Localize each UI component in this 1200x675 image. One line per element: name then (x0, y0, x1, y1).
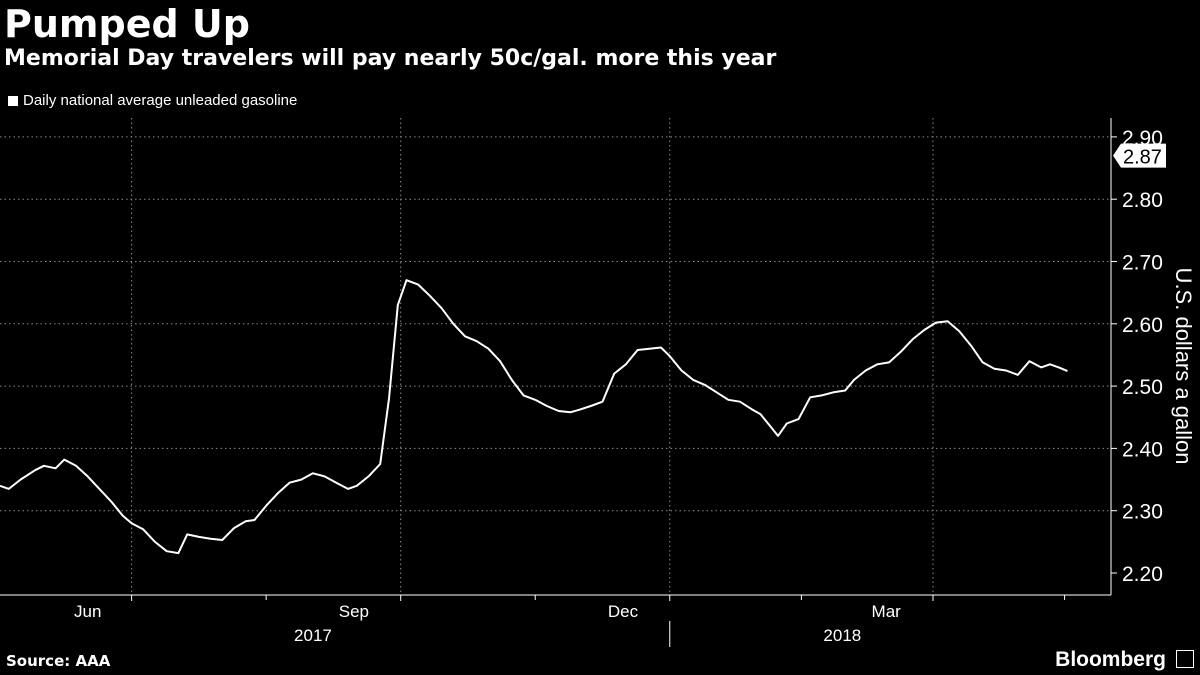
brand-icon (1176, 650, 1194, 668)
y-tick-label: 2.70 (1122, 252, 1163, 275)
x-tick-label: Mar (872, 602, 902, 621)
legend-swatch (8, 95, 18, 106)
y-tick-label: 2.40 (1122, 438, 1163, 461)
series-line (0, 279, 1068, 555)
y-tick-label: 2.20 (1122, 563, 1163, 586)
legend: Daily national average unleaded gasoline (8, 92, 297, 109)
x-year-label: 2017 (294, 626, 332, 645)
x-tick-label: Sep (339, 602, 369, 621)
y-tick-label: 2.50 (1122, 376, 1163, 399)
x-tick-label: Jun (74, 602, 101, 621)
last-value-label: 2.87 (1123, 147, 1162, 169)
brand-logo: Bloomberg (1055, 648, 1166, 671)
x-tick-label: Dec (608, 602, 639, 621)
y-tick-label: 2.80 (1122, 189, 1163, 212)
y-axis-label: U.S. dollars a gallon (1171, 267, 1196, 465)
chart-title: Pumped Up (4, 2, 250, 46)
y-tick-label: 2.30 (1122, 501, 1163, 524)
x-year-label: 2018 (823, 626, 861, 645)
chart-subtitle: Memorial Day travelers will pay nearly 5… (4, 46, 777, 71)
legend-label: Daily national average unleaded gasoline (23, 92, 298, 109)
last-value-flag (1113, 143, 1166, 168)
y-tick-label: 2.60 (1122, 314, 1163, 337)
source-note: Source: AAA (6, 652, 111, 670)
